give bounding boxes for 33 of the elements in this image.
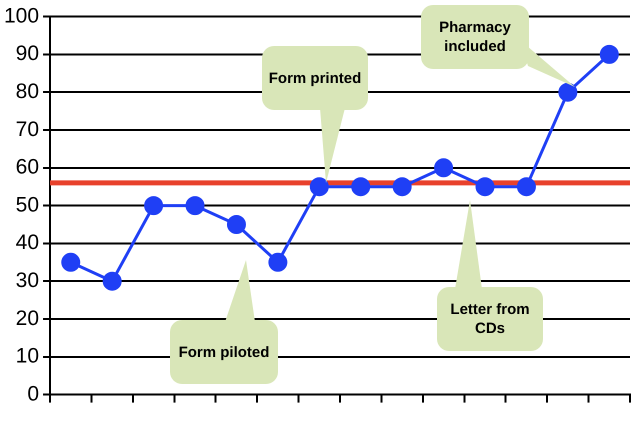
point — [351, 177, 370, 196]
callout: Form piloted — [170, 260, 278, 384]
annotation: Form piloted — [178, 342, 270, 362]
point — [558, 82, 578, 102]
point — [434, 158, 454, 178]
point — [61, 252, 80, 272]
callout: Pharmacy included — [421, 5, 575, 87]
point — [268, 252, 288, 272]
callout: Letter from CDs — [437, 200, 543, 351]
point — [392, 177, 412, 196]
y-tick-label: 100 — [4, 4, 40, 28]
point — [144, 196, 164, 216]
point — [476, 177, 495, 196]
y-tick-label: 40 — [16, 231, 40, 254]
y-tick-label: 50 — [16, 193, 40, 216]
annotation: Letter from CDs — [449, 300, 531, 339]
y-tick-label: 70 — [16, 118, 40, 141]
point — [102, 272, 122, 291]
y-tick-label: 10 — [16, 344, 40, 368]
y-tick-label: 60 — [16, 156, 40, 179]
callout: Form printed — [262, 46, 368, 183]
annotation: Pharmacy included — [438, 18, 512, 57]
point — [186, 196, 205, 216]
annotation: Form printed — [268, 68, 362, 88]
point — [226, 215, 246, 234]
y-tick-label: 20 — [16, 306, 40, 330]
y-tick-label: 0 — [27, 382, 40, 406]
y-tick-label: 90 — [16, 42, 40, 66]
point — [516, 177, 536, 196]
y-tick-label: 30 — [16, 268, 40, 292]
point — [600, 44, 619, 64]
y-tick-label: 80 — [16, 80, 40, 103]
point — [310, 177, 329, 196]
